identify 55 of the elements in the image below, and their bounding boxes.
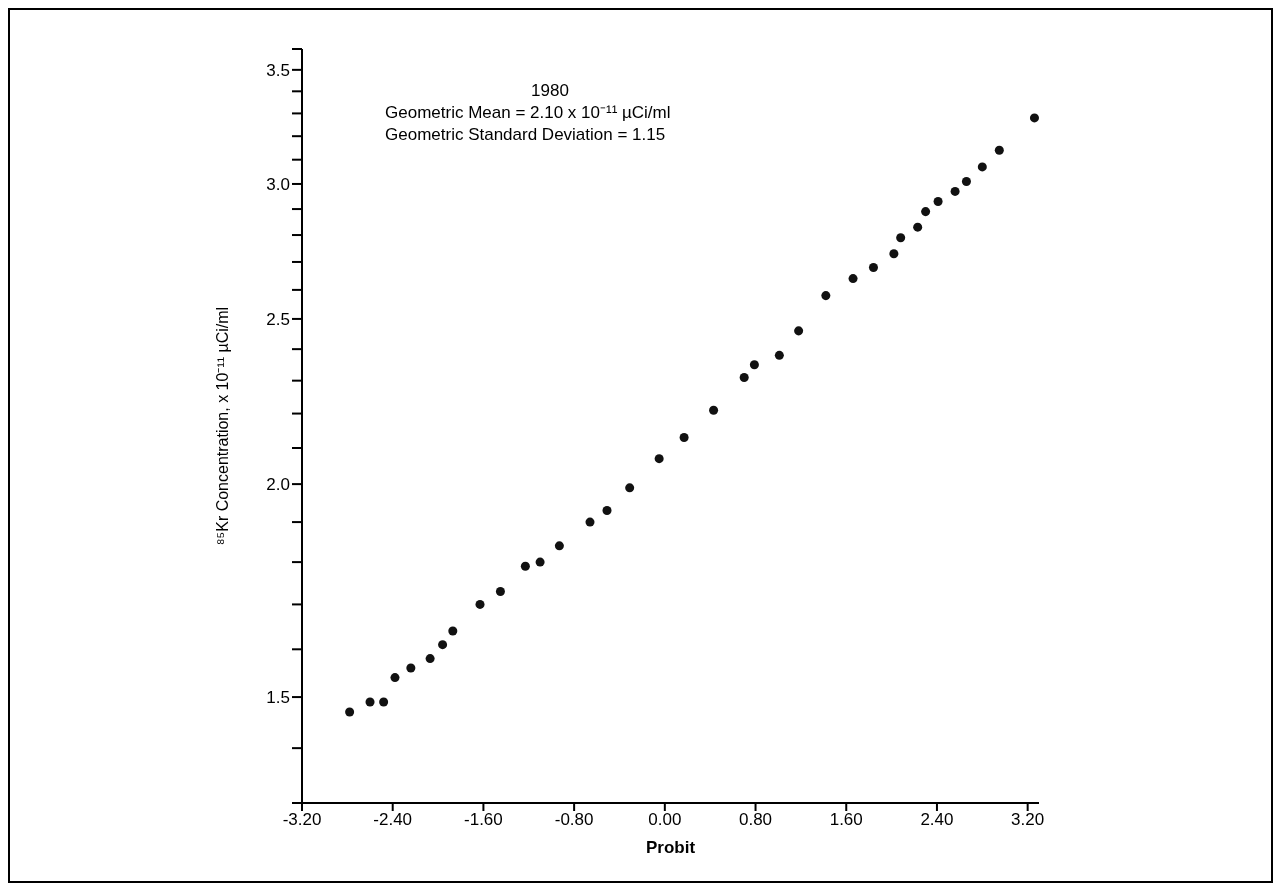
point: [554, 541, 564, 551]
point: [977, 162, 987, 172]
point: [625, 483, 635, 493]
y-tick-label: 1.5: [266, 688, 290, 708]
point: [602, 505, 612, 515]
annotation: Geometric Mean = 2.10 x 10⁻¹¹ µCi/ml: [385, 102, 672, 124]
point: [495, 586, 505, 596]
point: [821, 291, 831, 301]
point: [994, 145, 1004, 155]
point: [933, 196, 943, 206]
point: [345, 707, 355, 717]
y-tick-label: 2.0: [266, 475, 290, 495]
y-axis-title: ⁸⁵Kr Concentration, x 10⁻¹¹ µCi/ml: [213, 306, 231, 546]
point: [448, 626, 458, 636]
point: [390, 673, 400, 683]
x-tick-label: 0.80: [738, 810, 773, 830]
y-tick-label: 3.5: [266, 60, 290, 80]
x-tick-label: -1.60: [464, 810, 503, 830]
point: [961, 177, 971, 187]
point: [520, 561, 530, 571]
point: [794, 326, 804, 336]
point: [379, 697, 389, 707]
annotation: 1980: [530, 80, 570, 102]
point: [406, 663, 416, 673]
x-tick-label: 1.60: [829, 810, 863, 830]
x-axis-title: Probit: [645, 838, 696, 857]
point: [475, 599, 485, 609]
point: [774, 350, 784, 360]
point: [365, 697, 375, 707]
x-tick-label: 2.40: [920, 810, 954, 830]
point: [438, 640, 448, 650]
point: [896, 233, 906, 243]
point: [535, 557, 545, 567]
point: [913, 222, 923, 232]
point: [848, 274, 858, 284]
y-tick-label: 2.5: [266, 309, 290, 329]
point: [1029, 113, 1039, 123]
point: [868, 262, 878, 272]
point: [425, 654, 435, 664]
point: [679, 432, 689, 442]
x-tick-label: 3.20: [1011, 810, 1045, 830]
point: [889, 249, 899, 259]
y-tick-label: 3.0: [266, 175, 290, 194]
point: [749, 360, 759, 370]
point: [654, 454, 664, 464]
x-tick-label: -3.20: [282, 810, 322, 830]
annotation: Geometric Standard Deviation = 1.15: [385, 124, 667, 146]
point: [585, 517, 595, 527]
point: [921, 207, 931, 217]
x-tick-label: 0.00: [648, 810, 682, 830]
x-tick-label: -2.40: [373, 810, 413, 830]
point: [739, 372, 749, 382]
x-tick-label: -0.80: [554, 810, 594, 830]
point: [950, 186, 960, 196]
point: [709, 405, 719, 415]
